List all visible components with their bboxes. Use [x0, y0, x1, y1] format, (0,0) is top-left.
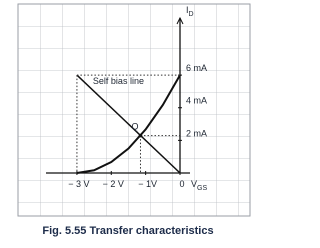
y-axis-arrow: [176, 16, 184, 25]
y-label-main: I: [186, 5, 189, 15]
series-label: Self bias line: [93, 76, 144, 86]
series-line: [76, 74, 181, 174]
x-label-main: V: [191, 179, 197, 189]
q-point: [138, 133, 143, 138]
y-tick-label: 4 mA: [186, 96, 207, 106]
x-tick-label: − 1V: [138, 179, 157, 189]
graph-paper: [17, 3, 251, 217]
y-tick-label: 2 mA: [186, 128, 207, 138]
x-label-sub: GS: [197, 185, 207, 192]
x-tick-label: − 3 V: [68, 179, 89, 189]
x-tick-label: − 2 V: [103, 179, 124, 189]
chart: Fig. 5.55 Transfer characteristics ID VGS…: [17, 3, 251, 237]
x-axis-label: VGS: [191, 179, 207, 192]
y-tick-label: 6 mA: [186, 63, 207, 73]
q-label: Q: [131, 122, 138, 132]
caption: Fig. 5.55 Transfer characteristics: [42, 225, 213, 237]
series-line: [76, 74, 181, 174]
y-label-sub: D: [189, 11, 194, 18]
x-tick-label: 0: [179, 179, 184, 189]
y-axis-label: ID: [186, 5, 194, 18]
